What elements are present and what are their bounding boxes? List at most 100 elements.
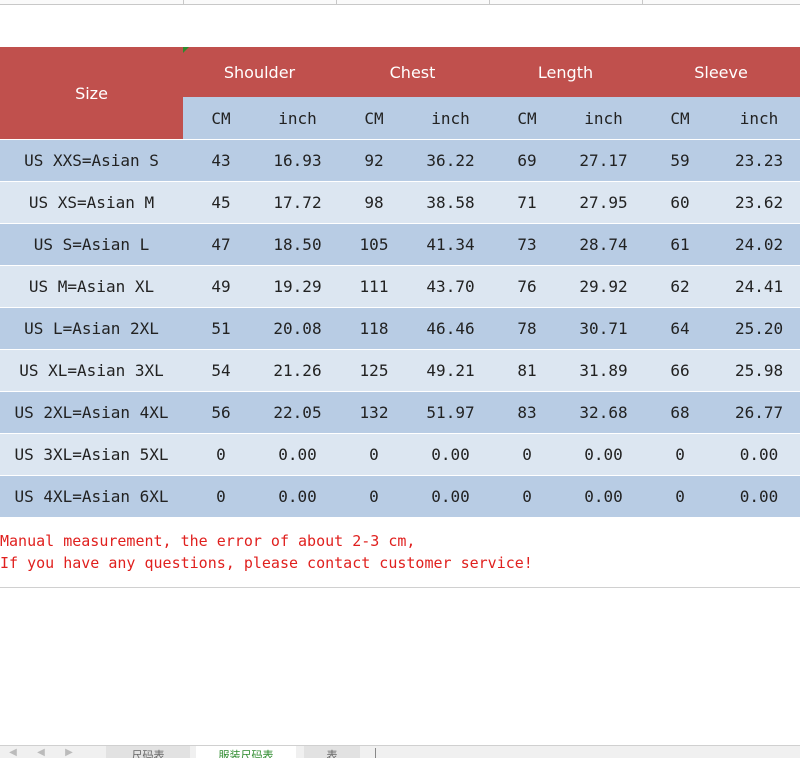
size-chart-table: Size Shoulder Chest Length Sleeve CM inc… [0, 47, 800, 517]
measurement-cell: 132 [336, 391, 412, 434]
size-column-header: Size [0, 47, 183, 140]
table-row: US L=Asian 2XL 51 20.08 118 46.46 78 30.71 64 25… [0, 307, 800, 350]
measurement-cell: 78 [489, 307, 566, 350]
measurement-cell: 0 [489, 433, 566, 476]
group-header-shoulder: Shoulder [183, 47, 336, 97]
measurement-cell: 21.26 [259, 349, 336, 392]
top-grid-strip [0, 0, 800, 5]
measurement-cell: 24.02 [718, 223, 800, 266]
unit-header: inch [718, 97, 800, 140]
measurement-cell: 29.92 [565, 265, 643, 308]
measurement-cell: 28.74 [565, 223, 643, 266]
unit-header: CM [642, 97, 719, 140]
measurement-cell: 68 [642, 391, 719, 434]
size-label-cell: US XL=Asian 3XL [0, 349, 183, 392]
size-label-cell: US XXS=Asian S [0, 139, 183, 182]
measurement-cell: 56 [183, 391, 259, 434]
measurement-cell: 81 [489, 349, 566, 392]
size-label-cell: US L=Asian 2XL [0, 307, 183, 350]
tab-separator [375, 748, 376, 758]
measurement-cell: 51 [183, 307, 259, 350]
measurement-cell: 38.58 [412, 181, 490, 224]
unit-header: CM [336, 97, 412, 140]
measurement-cell: 18.50 [259, 223, 336, 266]
measurement-cell: 41.34 [412, 223, 490, 266]
measurement-cell: 26.77 [718, 391, 800, 434]
measurement-cell: 92 [336, 139, 412, 182]
measurement-cell: 43 [183, 139, 259, 182]
measurement-cell: 98 [336, 181, 412, 224]
size-label-cell: US 3XL=Asian 5XL [0, 433, 183, 476]
measurement-cell: 76 [489, 265, 566, 308]
unit-header: inch [412, 97, 490, 140]
measurement-cell: 0 [642, 475, 719, 517]
measurement-cell: 19.29 [259, 265, 336, 308]
measurement-cell: 0 [336, 433, 412, 476]
note-line: If you have any questions, please contac… [0, 554, 533, 572]
size-label-cell: US XS=Asian M [0, 181, 183, 224]
measurement-cell: 61 [642, 223, 719, 266]
measurement-cell: 0.00 [565, 475, 643, 517]
table-row: US M=Asian XL 49 19.29 111 43.70 76 29.92 62 24.… [0, 265, 800, 308]
measurement-cell: 0 [642, 433, 719, 476]
sheet-tab[interactable]: 表 [304, 746, 360, 758]
table-row: US XS=Asian M 45 17.72 98 38.58 71 27.95 60 23.6… [0, 181, 800, 224]
section-divider [0, 587, 800, 588]
next-sheet-icon[interactable]: ▶ [65, 747, 73, 758]
measurement-cell: 60 [642, 181, 719, 224]
unit-header: inch [565, 97, 643, 140]
sheet-tab[interactable]: 尺码表 [106, 746, 190, 758]
measurement-cell: 73 [489, 223, 566, 266]
group-header-sleeve: Sleeve [642, 47, 800, 97]
measurement-cell: 105 [336, 223, 412, 266]
table-row: US XL=Asian 3XL 54 21.26 125 49.21 81 31.89 66 2… [0, 349, 800, 392]
measurement-cell: 59 [642, 139, 719, 182]
measurement-cell: 46.46 [412, 307, 490, 350]
measurement-cell: 20.08 [259, 307, 336, 350]
measurement-cell: 43.70 [412, 265, 490, 308]
measurement-cell: 25.98 [718, 349, 800, 392]
note-line: Manual measurement, the error of about 2… [0, 532, 416, 550]
measurement-cell: 51.97 [412, 391, 490, 434]
measurement-cell: 49.21 [412, 349, 490, 392]
table-row: US 2XL=Asian 4XL 56 22.05 132 51.97 83 32.68 68… [0, 391, 800, 434]
measurement-cell: 49 [183, 265, 259, 308]
measurement-cell: 0.00 [565, 433, 643, 476]
table-row: US XXS=Asian S 43 16.93 92 36.22 69 27.17 59 23.… [0, 139, 800, 182]
size-label-cell: US 4XL=Asian 6XL [0, 475, 183, 517]
measurement-cell: 0.00 [259, 433, 336, 476]
measurement-cell: 45 [183, 181, 259, 224]
group-header-row: Size Shoulder Chest Length Sleeve [0, 47, 800, 140]
measurement-cell: 64 [642, 307, 719, 350]
table-row: US S=Asian L 47 18.50 105 41.34 73 28.74 61 24.0… [0, 223, 800, 266]
size-label-cell: US M=Asian XL [0, 265, 183, 308]
measurement-cell: 24.41 [718, 265, 800, 308]
measurement-cell: 0 [183, 433, 259, 476]
measurement-cell: 83 [489, 391, 566, 434]
measurement-cell: 0 [336, 475, 412, 517]
table-row: US 3XL=Asian 5XL 0 0.00 0 0.00 0 0.00 0 0.00 [0, 433, 800, 476]
prev-sheet-icon[interactable]: ◀ [37, 747, 45, 758]
measurement-cell: 0 [183, 475, 259, 517]
measurement-cell: 54 [183, 349, 259, 392]
measurement-cell: 0.00 [259, 475, 336, 517]
measurement-cell: 31.89 [565, 349, 643, 392]
measurement-cell: 0.00 [412, 475, 490, 517]
sheet-tab-active[interactable]: 服装尺码表 [196, 746, 296, 758]
sheet-tab-bar: ◀ ◀ ▶ 尺码表 服装尺码表 表 [0, 745, 800, 758]
group-header-chest: Chest [336, 47, 490, 97]
measurement-cell: 32.68 [565, 391, 643, 434]
measurement-cell: 111 [336, 265, 412, 308]
unit-header-row: CM inch CM inch CM inch CM inch [0, 97, 800, 140]
measurement-cell: 22.05 [259, 391, 336, 434]
table-row: US 4XL=Asian 6XL 0 0.00 0 0.00 0 0.00 0 0.00 [0, 475, 800, 517]
measurement-cell: 62 [642, 265, 719, 308]
measurement-cell: 23.23 [718, 139, 800, 182]
measurement-cell: 0.00 [718, 433, 800, 476]
measurement-notes: Manual measurement, the error of about 2… [0, 530, 800, 574]
first-sheet-icon[interactable]: ◀ [9, 747, 17, 758]
measurement-cell: 71 [489, 181, 566, 224]
measurement-cell: 23.62 [718, 181, 800, 224]
measurement-cell: 0.00 [412, 433, 490, 476]
measurement-cell: 25.20 [718, 307, 800, 350]
